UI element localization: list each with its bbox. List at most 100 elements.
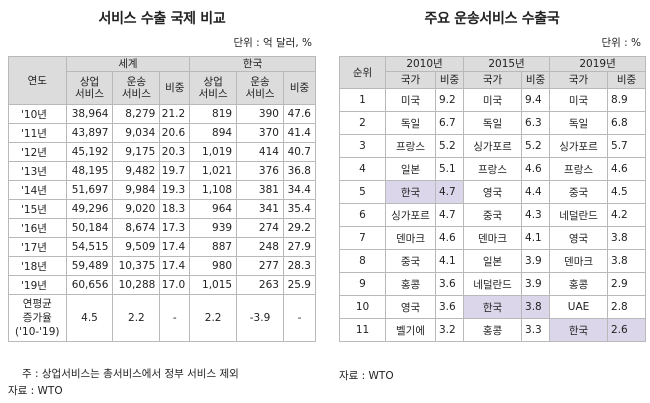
service-export-table: 연도 세계 한국 상업 서비스 운송 서비스 비중 상업 서비스 운송 서비스 비중 '… [8,56,317,342]
value-cell: 9,482 [112,161,161,181]
value-cell: 248 [236,237,284,257]
value-cell: 8,674 [112,218,161,238]
value-cell: 50,184 [65,218,114,238]
value-cell: 19.7 [159,161,191,181]
share-cell: 3.6 [434,272,465,296]
country-cell: 독일 [549,111,609,135]
share-cell: 3.9 [521,249,551,273]
share-cell: 4.6 [521,157,551,181]
share-cell: 6.3 [521,111,551,135]
country-cell: 미국 [385,88,436,112]
value-cell: 45,192 [65,142,114,162]
rank-cell: 6 [339,203,386,227]
country-cell: 미국 [463,88,523,112]
value-cell: 20.6 [159,123,191,143]
share-cell: 4.6 [434,226,465,250]
year-cell: '12년 [8,142,67,162]
share-cell: 5.2 [521,134,551,158]
right-unit-label: 단위 : % [601,37,641,49]
value-cell: 390 [236,104,284,124]
header-row-group: 연도 세계 한국 [8,56,316,105]
share-cell: 6.8 [607,111,647,135]
value-cell: 25.9 [282,275,317,295]
value-cell: 34.4 [282,180,317,200]
value-cell: 414 [236,142,284,162]
korea-share-header: 비중 [282,71,317,105]
korea-trans-header: 운송 서비스 [236,71,284,105]
value-cell: 49,296 [65,199,114,219]
country-cell: 영국 [463,180,523,204]
value-cell: 263 [236,275,284,295]
value-cell: 19.3 [159,180,191,200]
share-cell: 4.7 [434,180,465,204]
share-cell: 3.8 [521,295,551,319]
country-cell: 중국 [385,249,436,273]
value-cell: 43,897 [65,123,114,143]
country-cell: 프랑스 [549,157,609,181]
table-row: 6 싱가포르 4.7 중국 4.3 네덜란드 4.2 [339,203,647,227]
value-cell: 17.4 [159,256,191,276]
country-cell: 일본 [385,157,436,181]
value-cell: 341 [236,199,284,219]
value-cell: 376 [236,161,284,181]
value-cell: 939 [189,218,238,238]
country-cell: 싱가포르 [549,134,609,158]
share-cell: 4.3 [521,203,551,227]
table-row: '12년 45,192 9,175 20.3 1,019 414 40.7 [8,142,317,162]
country-cell: 영국 [549,226,609,250]
rank-cell: 8 [339,249,386,273]
left-table-body: '10년 38,964 8,279 21.2 819 390 47.6'11년 43,897 9… [8,104,317,295]
rank-cell: 9 [339,272,386,296]
year-cell: '14년 [8,180,67,200]
share-cell: 3.2 [434,318,465,342]
country-cell: 덴마크 [549,249,609,273]
value-cell: 10,375 [112,256,161,276]
world-biz-header: 상업 서비스 [65,71,114,105]
value-cell: 21.2 [159,104,191,124]
value-cell: 60,656 [65,275,114,295]
share-2019-header: 비중 [607,71,647,89]
value-cell: 1,021 [189,161,238,181]
table-row: '18년 59,489 10,375 17.4 980 277 28.3 [8,256,317,276]
left-panel-title: 서비스 수출 국제 비교 [98,11,226,27]
country-cell: 싱가포르 [385,203,436,227]
share-cell: 4.2 [607,203,647,227]
table-row: 7 덴마크 4.6 덴마크 4.1 영국 3.8 [339,226,647,250]
year-2019-header: 2019년 [549,56,647,72]
country-cell: 홍콩 [463,318,523,342]
share-cell: 4.1 [434,249,465,273]
share-cell: 2.6 [607,318,647,342]
table-row: 10 영국 3.6 한국 3.8 UAE 2.8 [339,295,647,319]
year-cell: '13년 [8,161,67,181]
rank-cell: 1 [339,88,386,112]
country-cell: 홍콩 [549,272,609,296]
table-row: '16년 50,184 8,674 17.3 939 274 29.2 [8,218,317,238]
value-cell: 887 [189,237,238,257]
rank-cell: 7 [339,226,386,250]
country-cell: 독일 [385,111,436,135]
country-cell: 덴마크 [385,226,436,250]
growth-world-trans: 2.2 [112,294,161,342]
country-cell: 프랑스 [463,157,523,181]
right-header-row-group: 순위 2010년 2015년 2019년 [339,56,647,89]
year-2015-header: 2015년 [463,56,551,72]
value-cell: 35.4 [282,199,317,219]
table-row: 8 중국 4.1 일본 3.9 덴마크 3.8 [339,249,647,273]
rank-cell: 3 [339,134,386,158]
year-cell: '18년 [8,256,67,276]
share-cell: 3.6 [434,295,465,319]
growth-korea-biz: 2.2 [189,294,238,342]
right-source: 자료 : WTO [339,370,394,382]
table-row: 3 프랑스 5.2 싱가포르 5.2 싱가포르 5.7 [339,134,647,158]
value-cell: 894 [189,123,238,143]
share-cell: 5.1 [434,157,465,181]
value-cell: 40.7 [282,142,317,162]
share-cell: 9.4 [521,88,551,112]
country-cell: 덴마크 [463,226,523,250]
value-cell: 9,984 [112,180,161,200]
year-cell: '15년 [8,199,67,219]
table-row: '14년 51,697 9,984 19.3 1,108 381 34.4 [8,180,317,200]
value-cell: 27.9 [282,237,317,257]
value-cell: 980 [189,256,238,276]
world-share-header: 비중 [159,71,191,105]
